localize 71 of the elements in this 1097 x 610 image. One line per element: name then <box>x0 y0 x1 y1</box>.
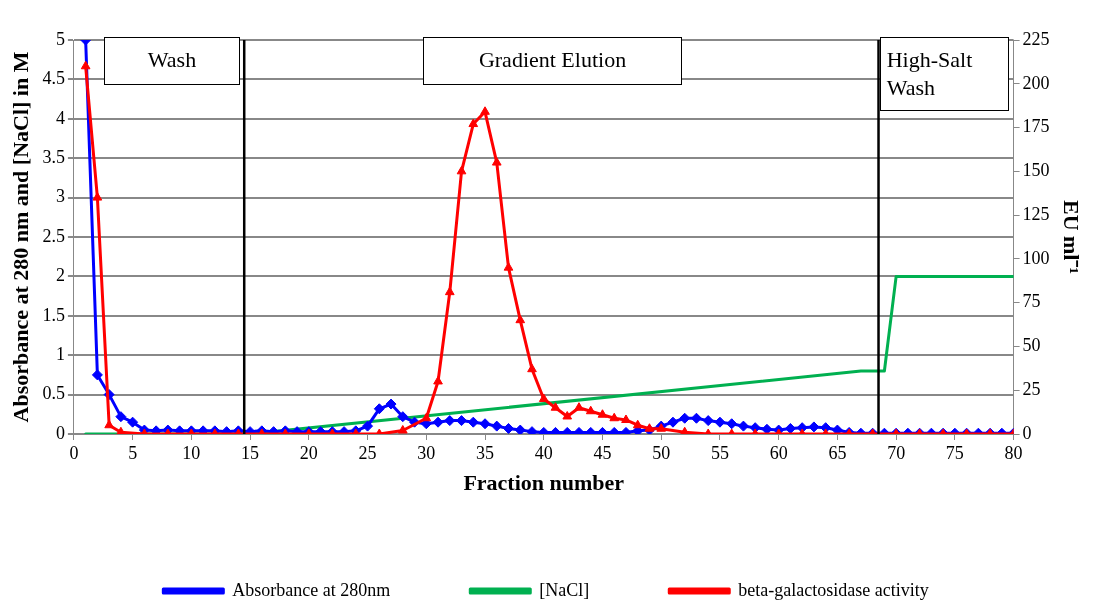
y2-tick-label: 200 <box>1022 72 1050 93</box>
point <box>621 414 631 423</box>
x-tick-label: 30 <box>417 442 436 463</box>
x-tick-label: 75 <box>945 442 964 463</box>
y-tick-label: 1.5 <box>42 304 65 325</box>
point <box>468 118 479 128</box>
point <box>397 425 408 434</box>
point <box>597 409 608 418</box>
x-tick-label: 25 <box>358 442 377 463</box>
point <box>574 402 584 411</box>
point <box>92 192 103 201</box>
point <box>480 106 490 115</box>
point <box>80 60 91 70</box>
y2-tick-label: 50 <box>1022 335 1041 356</box>
point <box>585 405 596 415</box>
x-tick-label: 65 <box>828 442 847 463</box>
y-tick-label: 2.5 <box>42 225 65 246</box>
y2-axis-title: EU ml⁻¹ <box>1059 199 1085 275</box>
point <box>609 412 620 422</box>
x-tick-label: 5 <box>128 442 138 463</box>
y2-tick-label: 0 <box>1022 422 1032 443</box>
point <box>538 393 549 402</box>
y-tick-label: 5 <box>55 28 65 49</box>
y-tick-label: 1 <box>55 343 65 364</box>
y2-tick-label: 175 <box>1022 116 1050 137</box>
annotation: Gradient Elution <box>478 47 627 72</box>
point <box>433 375 443 385</box>
y2-tick-label: 225 <box>1022 28 1050 49</box>
x-tick-label: 50 <box>652 442 671 463</box>
x-tick-label: 80 <box>1004 442 1023 463</box>
point <box>632 419 643 429</box>
y2-tick-label: 100 <box>1022 247 1050 268</box>
point <box>456 165 467 175</box>
point <box>550 402 561 411</box>
y-tick-label: 2 <box>55 265 65 286</box>
legend-label: [NaCl] <box>539 579 590 600</box>
y-tick-label: 0.5 <box>42 383 65 404</box>
x-axis-title: Fraction number <box>463 470 625 496</box>
point <box>527 363 537 373</box>
x-tick-label: 35 <box>476 442 495 463</box>
point <box>562 410 573 420</box>
x-tick-label: 45 <box>593 442 612 463</box>
y2-tick-label: 75 <box>1022 291 1041 312</box>
x-tick-label: 15 <box>241 442 260 463</box>
y2-tick-label: 150 <box>1022 160 1050 181</box>
y-tick-label: 3 <box>55 186 65 207</box>
point <box>515 314 526 324</box>
x-tick-label: 10 <box>182 442 201 463</box>
point <box>421 412 432 422</box>
annotation: High-Salt Wash <box>886 47 973 100</box>
y-tick-label: 4.5 <box>42 68 65 89</box>
label-box: High-Salt Wash <box>879 37 1009 111</box>
label-box: Wash <box>104 37 240 85</box>
point <box>503 262 514 271</box>
y-tick-label: 3.5 <box>42 146 65 167</box>
point <box>491 157 502 166</box>
x-tick-label: 40 <box>534 442 553 463</box>
x-tick-label: 20 <box>299 442 318 463</box>
label-box: Gradient Elution <box>422 37 683 85</box>
x-tick-label: 55 <box>710 442 729 463</box>
y-axis-title: Absorbance at 280 nm and [NaCl] in M <box>7 51 33 423</box>
y-tick-label: 0 <box>55 422 65 443</box>
x-tick-label: 60 <box>769 442 788 463</box>
legend-label: Absorbance at 280nm <box>232 579 391 600</box>
y2-tick-label: 125 <box>1022 203 1050 224</box>
annotation: Wash <box>147 47 197 72</box>
x-tick-label: 0 <box>69 442 79 463</box>
legend-label: beta-galactosidase activity <box>738 579 929 600</box>
y2-tick-label: 25 <box>1022 378 1041 399</box>
y-tick-label: 4 <box>55 107 65 128</box>
x-tick-label: 70 <box>887 442 906 463</box>
